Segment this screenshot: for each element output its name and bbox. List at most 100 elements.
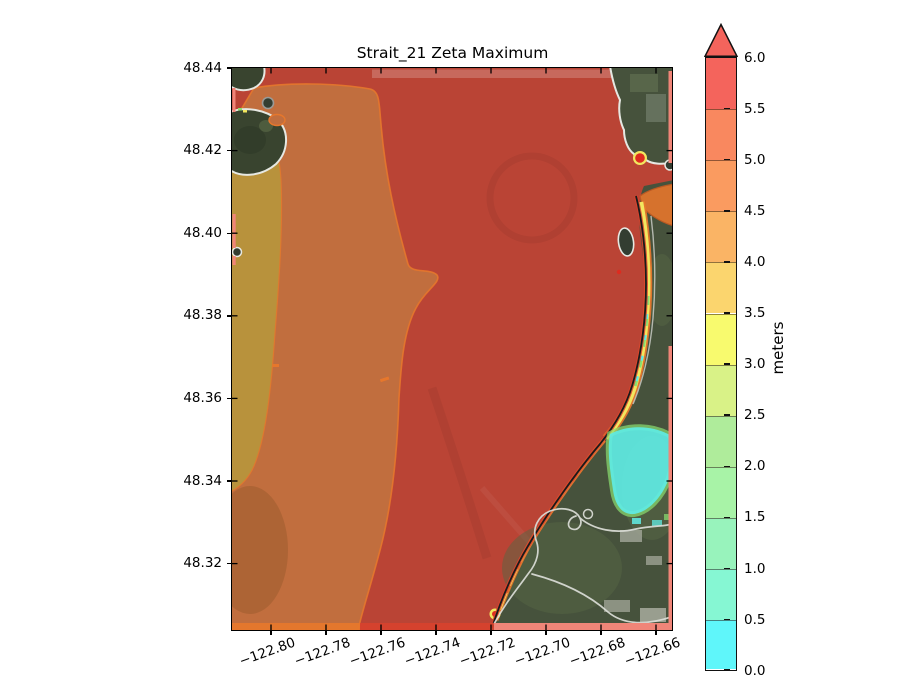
fringe-cyan-band <box>634 313 649 383</box>
cb-tick-label: 0.5 <box>744 611 766 628</box>
land-texture-nw <box>234 126 266 154</box>
coastline-east-inner <box>632 215 656 405</box>
cb-seg-4.0-4.5 <box>706 211 736 263</box>
cb-tick <box>724 261 730 263</box>
cb-seg-0.5-1.0 <box>706 569 736 621</box>
cyan-speck-1 <box>632 518 641 524</box>
xtick-mark <box>380 630 382 636</box>
land-texture-ne2 <box>630 74 658 92</box>
cb-tick <box>724 56 730 59</box>
ytick-mark <box>226 67 231 69</box>
cyan-patch <box>608 427 672 515</box>
cb-seg-5.0-5.5 <box>706 109 736 161</box>
cb-seg-0.0-0.5 <box>706 620 736 670</box>
cb-seg-2.0-2.5 <box>706 415 736 467</box>
orange-zone-path <box>232 83 439 630</box>
xtick-label: −122.76 <box>347 634 408 670</box>
cb-seg-3.0-3.5 <box>706 313 736 365</box>
xtick-mark <box>435 630 437 636</box>
cb-tick <box>724 363 730 365</box>
bottom-strip-salmon <box>494 623 672 630</box>
coastline-northwest-a <box>232 68 266 92</box>
plot-title: Strait_21 Zeta Maximum <box>356 44 549 62</box>
bottom-strip-orange <box>232 623 360 630</box>
ytick-label: 48.40 <box>183 224 222 241</box>
ytick-label: 48.34 <box>183 472 222 489</box>
xtick-label: −122.70 <box>512 634 573 670</box>
bottom-strip-red <box>360 623 494 630</box>
cb-tick-label: 2.0 <box>744 458 766 475</box>
ytick-mark <box>226 315 231 317</box>
cb-tick-label: 4.5 <box>744 202 766 219</box>
cb-tick <box>724 618 730 621</box>
coastline-northwest-b <box>232 108 287 176</box>
ytick-mark <box>226 232 231 234</box>
island-nw <box>261 96 275 110</box>
cb-tick <box>724 669 730 671</box>
contour-dash-1 <box>379 376 390 383</box>
edge-strip-right-top <box>668 71 672 163</box>
xtick-label: −122.66 <box>622 634 683 670</box>
bathy-swirl <box>486 152 578 244</box>
map-axes <box>231 67 673 631</box>
hotspot-red <box>635 153 645 163</box>
xtick-mark <box>270 630 272 636</box>
contour-dash-2 <box>272 364 279 367</box>
cb-tick-label: 1.0 <box>744 560 766 577</box>
cb-tick-label: 2.5 <box>744 407 766 424</box>
xtick-mark <box>325 630 327 636</box>
land-texture-e1 <box>502 522 622 614</box>
land-east <box>491 180 672 630</box>
cb-seg-2.5-3.0 <box>706 364 736 416</box>
colorbar-extend-arrow <box>704 23 738 57</box>
cb-tick <box>724 516 730 519</box>
red-dot-islet <box>616 269 622 275</box>
ytick-label: 48.36 <box>183 389 222 406</box>
ytick-label: 48.44 <box>183 59 222 76</box>
islet-orange <box>268 113 286 127</box>
xtick-label: −122.78 <box>292 634 353 670</box>
edge-strip-left-3 <box>232 88 236 112</box>
xtick-mark <box>600 630 602 636</box>
map-canvas <box>232 68 672 630</box>
xtick-label: −122.74 <box>402 634 463 670</box>
cb-seg-1.0-1.5 <box>706 517 736 569</box>
cb-tick-label: 5.0 <box>744 151 766 168</box>
xtick-label: −122.80 <box>237 634 298 670</box>
xtick-label: −122.72 <box>457 634 518 670</box>
land-contour-meander <box>493 508 672 625</box>
bathy-streak <box>427 386 492 560</box>
green-speck-1 <box>664 514 672 520</box>
cyan-speck-2 <box>652 520 662 526</box>
colorbar-units-label: meters <box>769 321 787 375</box>
ytick-mark <box>226 480 231 482</box>
cb-tick <box>724 312 730 314</box>
land-northwest-a <box>232 68 265 91</box>
cb-tick-label: 4.0 <box>744 253 766 270</box>
edge-strip-left-1 <box>232 214 236 248</box>
cb-tick-label: 3.0 <box>744 356 766 373</box>
colorbar <box>705 57 737 671</box>
cb-tick <box>724 414 730 416</box>
xtick-label: −122.68 <box>567 634 628 670</box>
dev-patch-1 <box>620 530 642 542</box>
fringe-speck-nw2 <box>243 110 247 113</box>
cb-tick-label: 3.5 <box>744 305 766 321</box>
inward-ticks <box>232 68 672 630</box>
fringe-green-band <box>633 295 650 387</box>
cb-seg-3.5-4.0 <box>706 262 736 314</box>
top-light-band <box>372 69 622 78</box>
cb-tick-label: 5.5 <box>744 100 766 117</box>
island-mid <box>617 227 635 257</box>
ytick-mark <box>226 397 231 400</box>
ytick-label: 48.32 <box>183 555 222 572</box>
edge-strip-right-bottom <box>668 346 672 630</box>
xtick-mark <box>545 630 547 636</box>
land-texture-ne <box>646 94 666 122</box>
extend-arrow-shape <box>704 23 738 57</box>
cb-tick-label: 1.5 <box>744 509 766 526</box>
cb-tick <box>724 465 730 468</box>
coastline-northeast <box>609 68 672 165</box>
ytick-mark <box>226 150 231 152</box>
